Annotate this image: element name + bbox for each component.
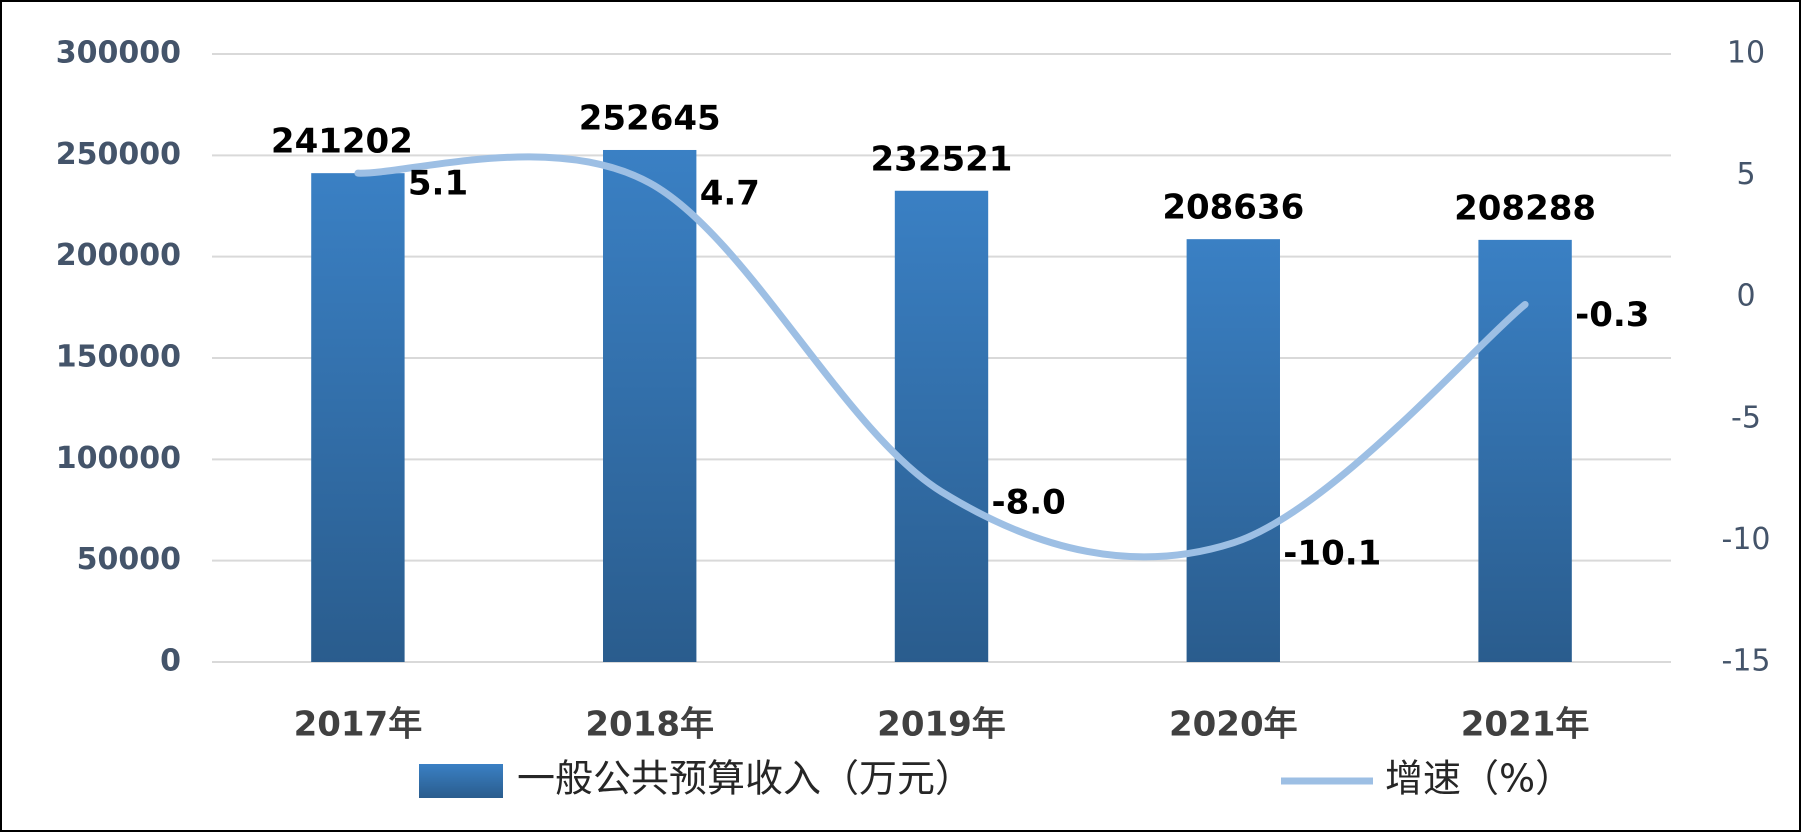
data-label: 4.7 <box>700 173 760 213</box>
x-tick-label: 2017年 <box>294 705 423 745</box>
y2-tick-label: 10 <box>1727 36 1765 71</box>
y2-tick-label: -5 <box>1731 400 1761 435</box>
y2-tick-label: -10 <box>1722 522 1771 557</box>
y-tick-label: 50000 <box>77 542 181 577</box>
x-tick-label: 2021年 <box>1461 705 1590 745</box>
y-tick-label: 150000 <box>56 340 181 375</box>
bar-shade <box>603 149 697 663</box>
legend-label: 一般公共预算收入（万元） <box>517 757 973 801</box>
x-tick-label: 2019年 <box>877 705 1006 745</box>
bar-shade <box>894 190 989 662</box>
y-tick-label: 100000 <box>56 441 181 476</box>
data-label: 5.1 <box>408 164 468 204</box>
data-label: 241202 <box>271 122 413 162</box>
line <box>354 153 1529 561</box>
y-tick-label: 250000 <box>56 137 181 172</box>
x-tick-label: 2018年 <box>585 705 714 745</box>
bar-shade <box>1186 239 1280 662</box>
y-tick-label: 200000 <box>56 238 181 273</box>
x-tick-label: 2020年 <box>1169 705 1298 745</box>
data-label: 232521 <box>871 139 1013 179</box>
data-label: 252645 <box>579 98 721 138</box>
data-label: 208636 <box>1162 188 1304 228</box>
data-label: -0.3 <box>1575 295 1649 335</box>
data-label: 208288 <box>1454 188 1596 228</box>
y-tick-label: 300000 <box>56 36 181 71</box>
bar-shade <box>1478 239 1572 662</box>
data-label: -10.1 <box>1283 533 1381 573</box>
data-label: -8.0 <box>992 482 1066 522</box>
y2-tick-label: -15 <box>1722 644 1771 679</box>
bar-shade <box>311 173 405 662</box>
y2-tick-label: 5 <box>1736 157 1755 192</box>
y-tick-label: 0 <box>160 644 181 679</box>
legend-swatch-shade <box>419 764 503 798</box>
legend-label: 增速（%） <box>1385 757 1573 801</box>
y2-tick-label: 0 <box>1736 279 1755 314</box>
